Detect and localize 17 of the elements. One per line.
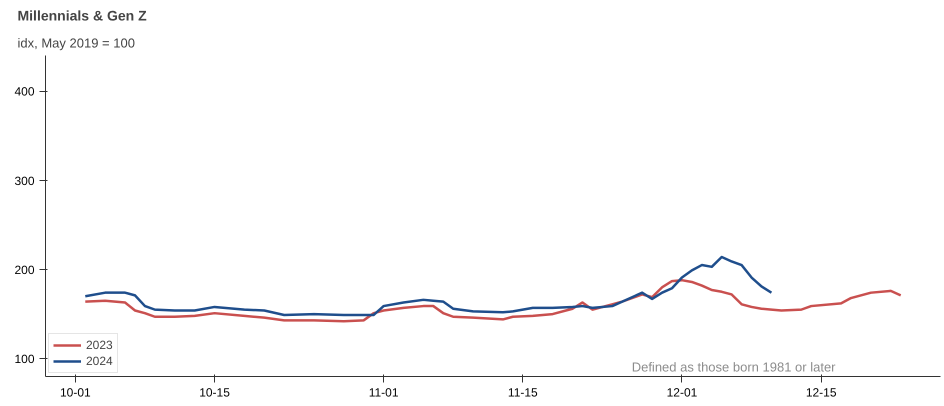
x-tick-label: 10-01: [60, 386, 92, 400]
chart-title: Millennials & Gen Z: [18, 8, 148, 24]
y-tick-label: 200: [14, 263, 35, 277]
chart-subtitle: idx, May 2019 = 100: [18, 36, 135, 50]
x-tick-label: 12-01: [666, 386, 698, 400]
x-tick-label: 11-15: [508, 386, 538, 400]
y-tick-label: 400: [14, 84, 35, 99]
x-tick-label: 12-15: [806, 386, 837, 400]
y-tick-label: 100: [14, 352, 35, 366]
annotation: Defined as those born 1981 or later: [632, 360, 836, 374]
x-tick-label: 10-15: [199, 386, 230, 400]
line-series: [84, 278, 902, 322]
line-series: [84, 256, 773, 316]
legend-label: 2023: [86, 338, 113, 352]
legend-label: 2024: [86, 354, 113, 368]
y-tick-label: 300: [14, 174, 35, 188]
x-tick-label: 11-01: [368, 386, 399, 400]
